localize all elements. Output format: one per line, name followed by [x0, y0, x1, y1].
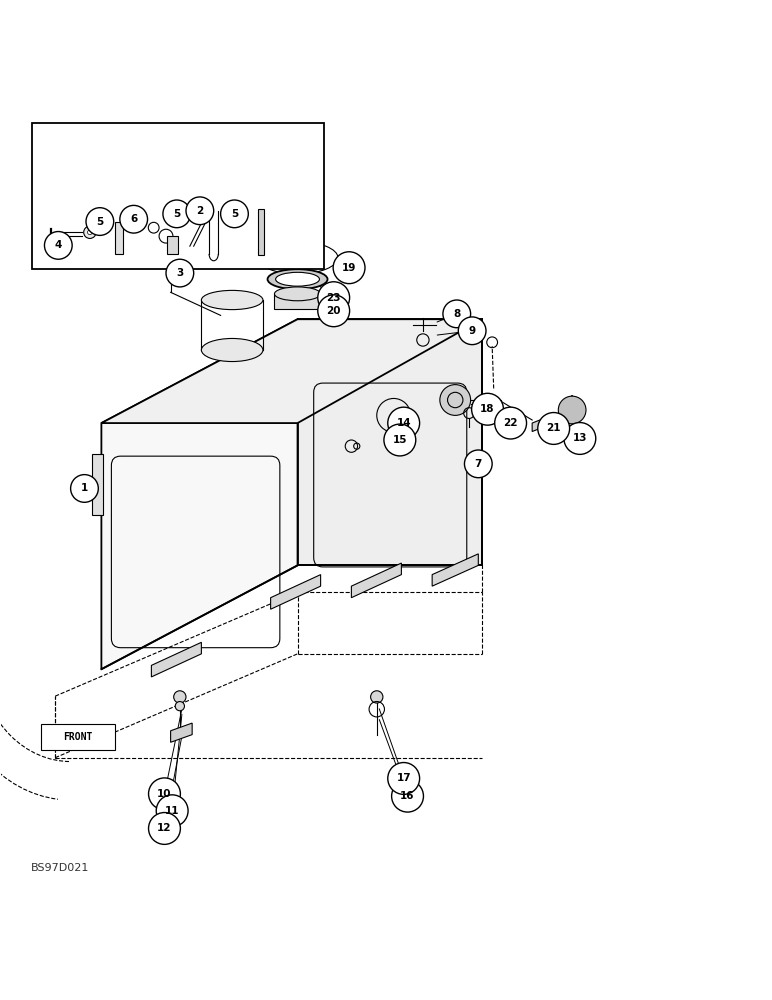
Text: 6: 6 [130, 214, 137, 224]
Circle shape [388, 763, 420, 794]
Ellipse shape [257, 242, 338, 274]
Circle shape [83, 226, 96, 238]
Circle shape [538, 413, 570, 444]
Text: 23: 23 [327, 293, 341, 303]
Circle shape [388, 407, 420, 439]
Circle shape [334, 252, 365, 284]
Text: 4: 4 [55, 240, 62, 250]
Text: 14: 14 [396, 418, 411, 428]
Circle shape [495, 407, 527, 439]
Circle shape [371, 691, 383, 703]
Polygon shape [351, 563, 401, 598]
Polygon shape [297, 319, 482, 565]
Text: 10: 10 [157, 789, 171, 799]
Circle shape [156, 795, 188, 827]
Text: 5: 5 [96, 217, 103, 227]
Circle shape [318, 295, 350, 327]
Text: 20: 20 [327, 306, 341, 316]
Ellipse shape [275, 287, 320, 301]
Ellipse shape [201, 290, 263, 310]
Polygon shape [432, 554, 479, 586]
Bar [115, 222, 123, 254]
Circle shape [221, 200, 249, 228]
Text: 7: 7 [475, 459, 482, 469]
Text: 3: 3 [176, 268, 184, 278]
Text: 5: 5 [231, 209, 238, 219]
Circle shape [148, 778, 181, 810]
Text: 1: 1 [81, 483, 88, 493]
Circle shape [148, 813, 181, 844]
Circle shape [45, 232, 72, 259]
Ellipse shape [268, 269, 327, 289]
Text: 12: 12 [157, 823, 171, 833]
Circle shape [70, 475, 98, 502]
Circle shape [120, 205, 147, 233]
Text: 17: 17 [396, 773, 411, 783]
Circle shape [558, 396, 586, 424]
Text: 16: 16 [401, 791, 415, 801]
Text: 8: 8 [453, 309, 460, 319]
Circle shape [318, 282, 350, 314]
Circle shape [443, 300, 471, 328]
Circle shape [391, 780, 424, 812]
Text: 21: 21 [547, 423, 561, 433]
Text: 18: 18 [480, 404, 495, 414]
Circle shape [174, 691, 186, 703]
Circle shape [564, 423, 596, 454]
Circle shape [163, 200, 191, 228]
Text: FRONT: FRONT [63, 732, 93, 742]
Circle shape [472, 393, 503, 425]
Circle shape [186, 197, 214, 225]
Ellipse shape [276, 272, 320, 286]
Polygon shape [167, 236, 178, 254]
Text: 9: 9 [469, 326, 476, 336]
Ellipse shape [201, 338, 263, 362]
Text: 2: 2 [196, 206, 204, 216]
Polygon shape [532, 417, 547, 432]
Polygon shape [92, 454, 103, 515]
Text: 15: 15 [393, 435, 407, 445]
Circle shape [175, 702, 185, 711]
Text: 22: 22 [503, 418, 518, 428]
Text: 19: 19 [342, 263, 356, 273]
Text: 11: 11 [165, 806, 179, 816]
Circle shape [384, 424, 416, 456]
FancyBboxPatch shape [42, 724, 115, 750]
Circle shape [86, 208, 113, 235]
Polygon shape [171, 723, 192, 742]
Polygon shape [101, 319, 482, 423]
Polygon shape [151, 642, 201, 677]
Polygon shape [271, 575, 320, 609]
FancyBboxPatch shape [32, 123, 324, 269]
Bar [258, 209, 265, 255]
Circle shape [459, 317, 486, 345]
Polygon shape [275, 294, 320, 309]
Circle shape [440, 385, 471, 415]
Text: 13: 13 [573, 433, 587, 443]
Text: BS97D021: BS97D021 [31, 863, 89, 873]
Polygon shape [101, 319, 297, 669]
Circle shape [465, 450, 493, 478]
Circle shape [87, 230, 92, 235]
Text: 5: 5 [173, 209, 181, 219]
Circle shape [166, 259, 194, 287]
